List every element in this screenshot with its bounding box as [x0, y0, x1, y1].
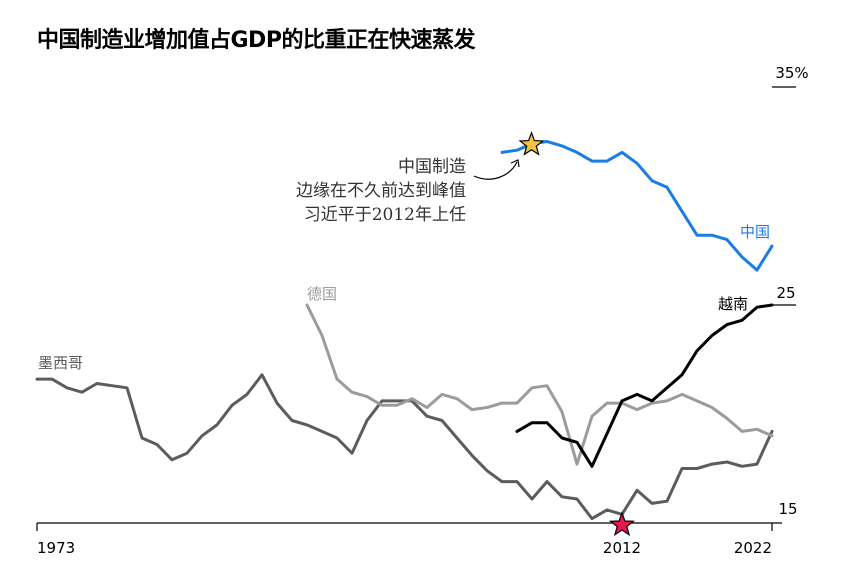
annotation-arrow [473, 161, 518, 180]
series-lines [35, 140, 774, 521]
annotation-line-3: 习近平于2012年上任 [304, 205, 466, 225]
series-label-germany: 德国 [307, 285, 337, 303]
annotation-arrowhead [510, 159, 520, 168]
series-label-mexico: 墨西哥 [38, 354, 83, 372]
series-line-vietnam [515, 303, 774, 468]
year-2012-star-marker [608, 511, 636, 537]
series-label-vietnam: 越南 [718, 295, 748, 313]
y-tick-label: 25 [776, 284, 795, 302]
x-tick-label: 1973 [37, 539, 75, 557]
y-tick-label: 15 [778, 500, 797, 518]
series-line-mexico [35, 373, 774, 521]
y-tick-label: 35% [775, 64, 808, 82]
x-tick-label: 2012 [603, 539, 641, 557]
peak-star-marker [518, 130, 545, 156]
series-line-china [500, 140, 774, 272]
annotation-line-2: 边缘在不久前达到峰值 [296, 181, 466, 201]
series-line-germany [305, 303, 774, 466]
x-tick-label: 2022 [734, 539, 772, 557]
chart-title: 中国制造业增加值占GDP的比重正在快速蒸发 [37, 28, 475, 53]
annotation-line-1: 中国制造 [398, 157, 466, 177]
series-label-china: 中国 [740, 223, 770, 241]
